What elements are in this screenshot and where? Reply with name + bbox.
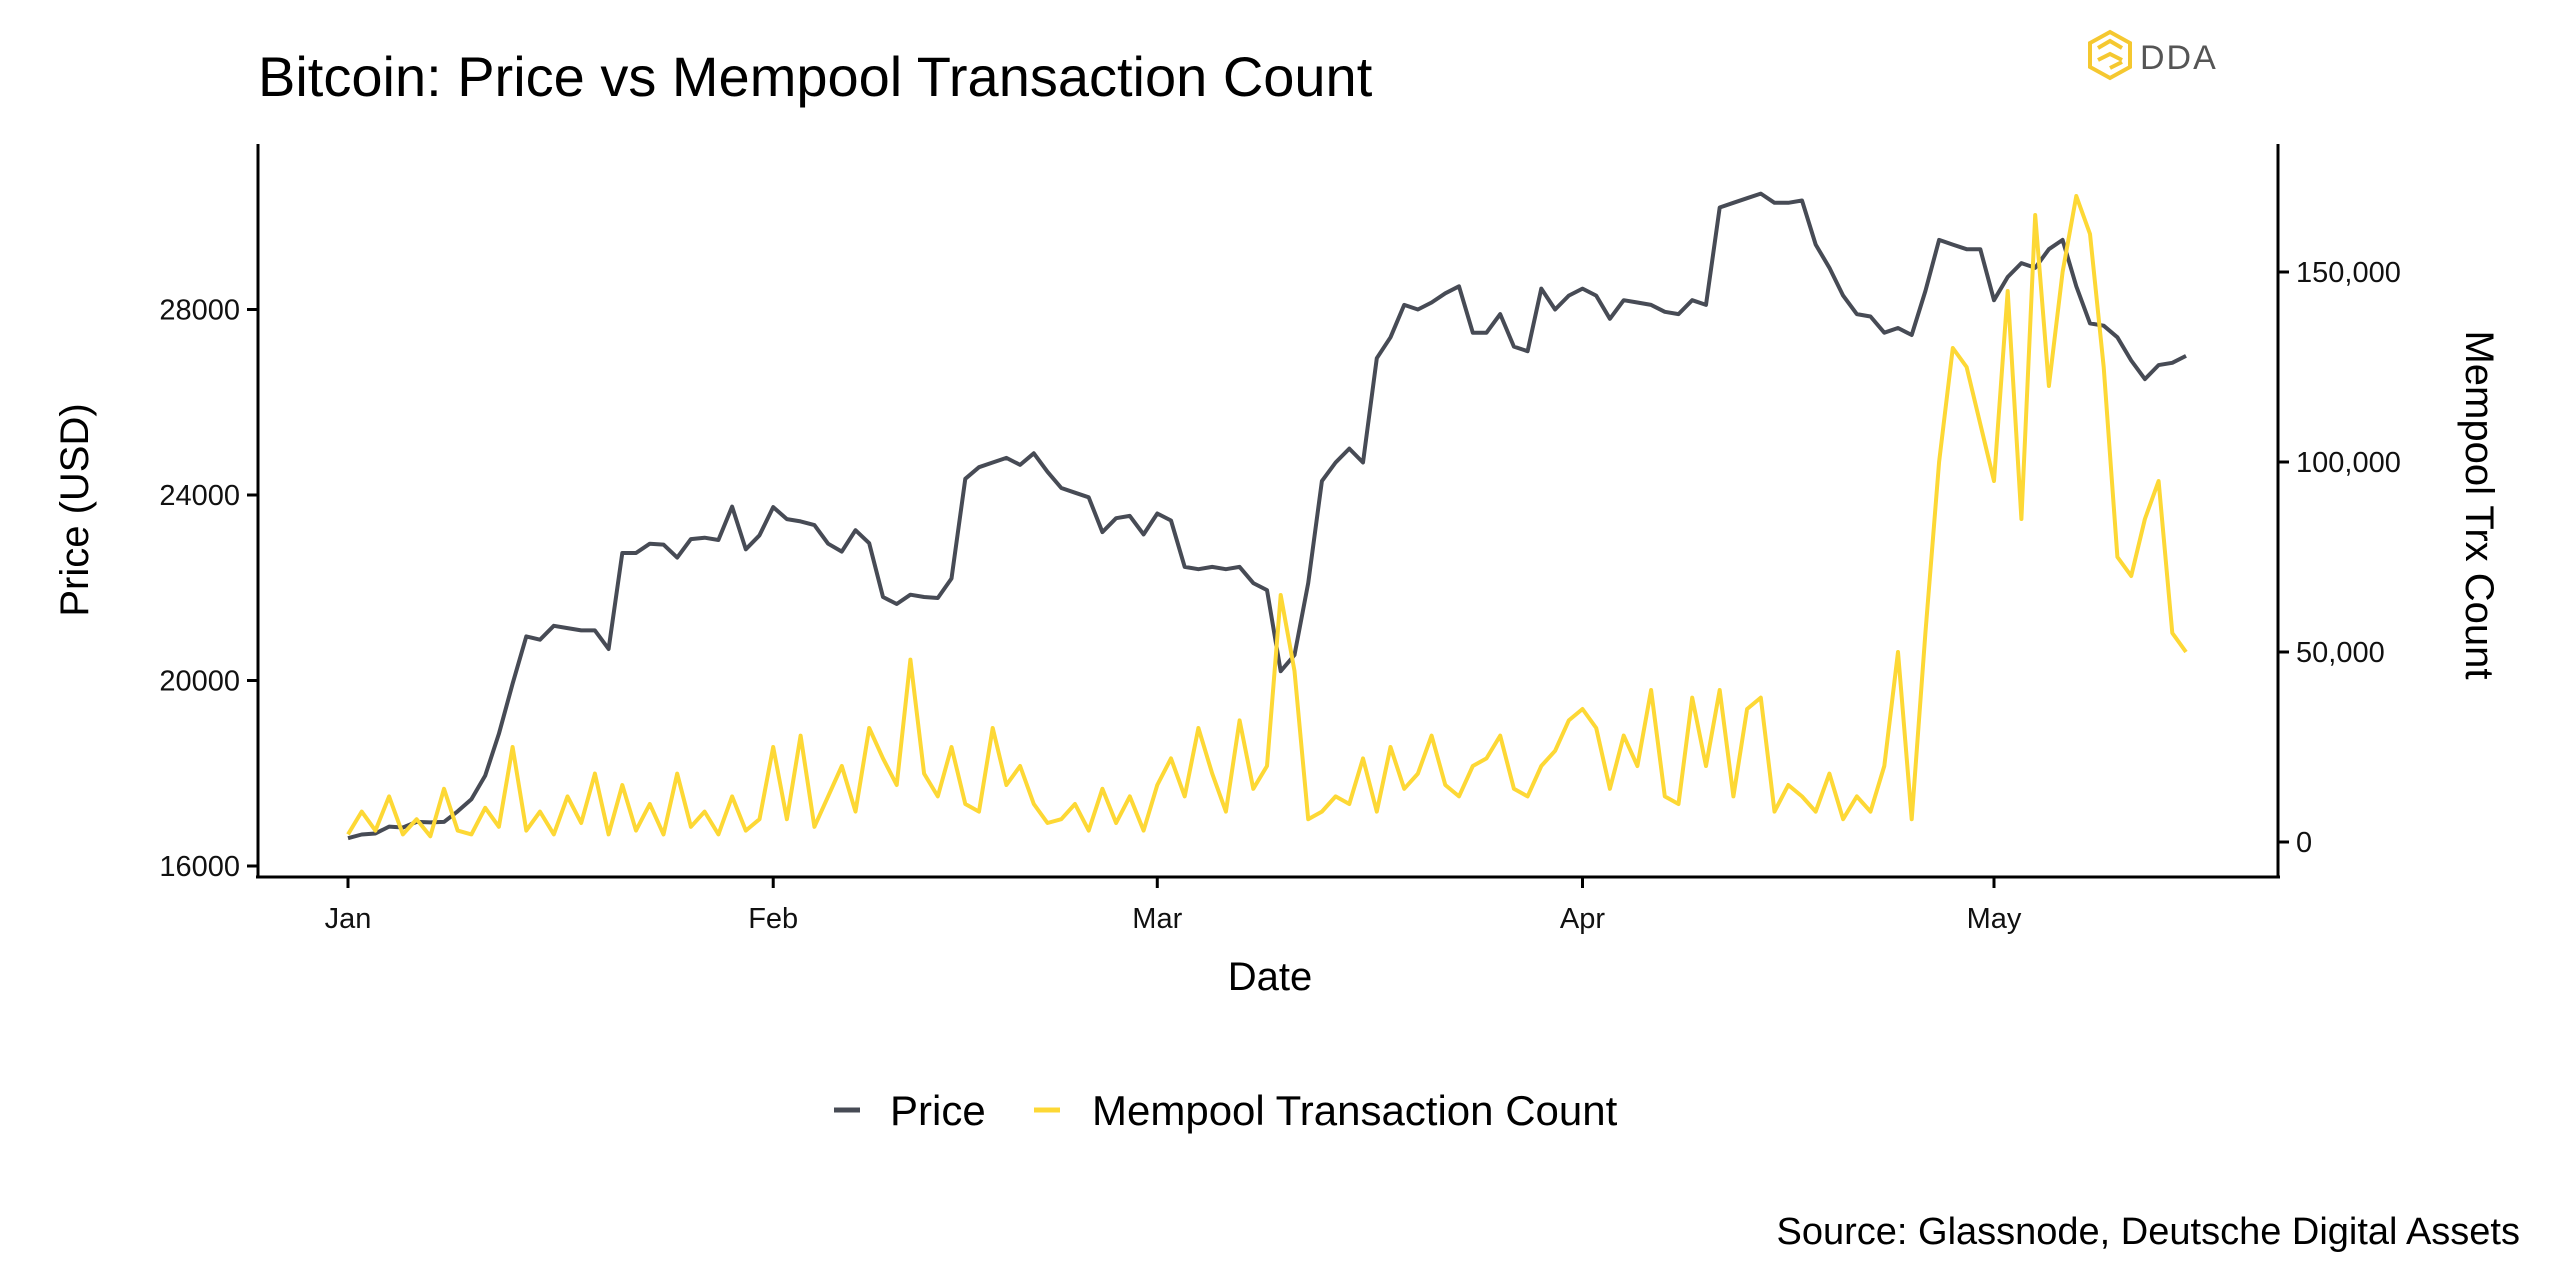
chart-title: Bitcoin: Price vs Mempool Transaction Co… [258,45,1373,108]
source-note: Source: Glassnode, Deutsche Digital Asse… [1777,1211,2521,1253]
y-tick-label-left: 24000 [159,480,240,512]
y-tick-label-left: 28000 [159,295,240,327]
dda-logo: DDA [2088,29,2218,81]
y-tick-label-right: 50,000 [2296,637,2385,669]
x-tick-label: Mar [1132,903,1182,935]
x-tick-label: Jan [325,903,372,935]
y-tick-label-left: 20000 [159,666,240,698]
y-tick-label-right: 0 [2296,827,2312,859]
price-line [347,191,2187,841]
ticks: Jan Feb Mar Apr May 16000 20000 24000 28000 0 50,0… [159,257,2400,935]
x-tick-label: Feb [748,903,798,935]
y-tick-label-right: 150,000 [2296,257,2401,289]
dda-logo-text: DDA [2140,39,2218,77]
y-tick-label-right: 100,000 [2296,447,2401,479]
dda-logo-icon [2088,29,2132,81]
series-lines [346,191,2188,841]
legend: Price Mempool Transaction Count [834,1087,1618,1134]
x-tick-label: May [1967,903,2022,935]
y-tick-label-left: 16000 [159,851,240,883]
x-axis-title: Date [1228,955,1313,999]
axes [256,144,2280,879]
legend-label-mempool: Mempool Transaction Count [1092,1087,1618,1134]
x-tick-label: Apr [1560,903,1605,935]
y-axis-title-left: Price (USD) [53,403,97,616]
legend-label-price: Price [890,1087,986,1134]
y-axis-title-right: Mempool Trx Count [2457,330,2501,679]
mempool-line [346,194,2188,839]
